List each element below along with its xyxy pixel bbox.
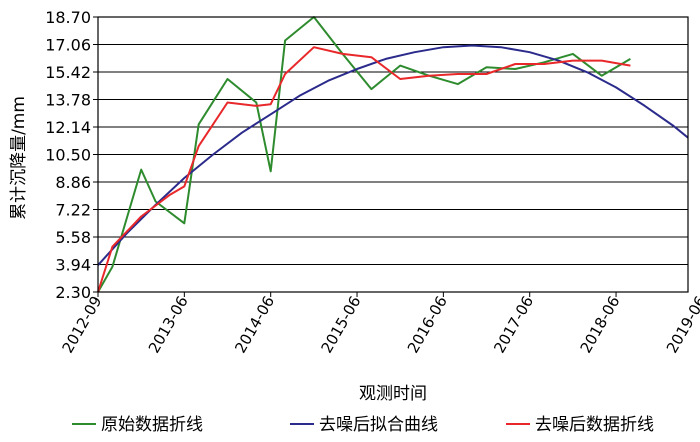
legend-label-3: 去噪后数据折线 bbox=[535, 415, 654, 435]
legend-label-1: 原始数据折线 bbox=[101, 415, 203, 435]
y-tick-label: 15.42 bbox=[45, 63, 91, 82]
grid-lines bbox=[98, 44, 688, 265]
x-axis-ticks: 2012-09 2013-06 2014-06 2015-06 2016-06 2017-… bbox=[59, 292, 700, 356]
x-tick-label: 2017-06 bbox=[490, 293, 537, 356]
y-axis-label: 累计沉降量/mm bbox=[9, 96, 29, 220]
y-tick-label: 17.06 bbox=[45, 36, 91, 55]
x-tick-label: 2019-06 bbox=[663, 293, 700, 356]
legend-label-2: 去噪后拟合曲线 bbox=[319, 415, 438, 435]
y-tick-label: 8.86 bbox=[55, 173, 91, 192]
series-line-1 bbox=[97, 16, 631, 293]
y-tick-label: 5.58 bbox=[55, 228, 91, 247]
series-line-3 bbox=[97, 46, 631, 293]
y-tick-label: 18.70 bbox=[45, 8, 91, 27]
series-lines bbox=[97, 16, 689, 293]
series-line-2 bbox=[97, 44, 689, 266]
y-tick-label: 7.22 bbox=[55, 201, 91, 220]
y-tick-label: 12.14 bbox=[45, 118, 91, 137]
y-tick-label: 13.78 bbox=[45, 91, 91, 110]
legend: 原始数据折线 去噪后拟合曲线 去噪后数据折线 bbox=[72, 415, 654, 435]
x-tick-label: 2014-06 bbox=[231, 293, 278, 356]
x-axis-label: 观测时间 bbox=[359, 384, 427, 404]
x-tick-label: 2018-06 bbox=[577, 293, 624, 356]
y-tick-label: 10.50 bbox=[45, 146, 91, 165]
x-tick-label: 2016-06 bbox=[404, 293, 451, 356]
y-tick-label: 2.30 bbox=[55, 283, 91, 302]
x-tick-label: 2012-09 bbox=[59, 293, 106, 356]
y-axis-ticks: 2.30 3.94 5.58 7.22 8.86 10.50 12.14 13.78 15.42… bbox=[45, 8, 98, 302]
y-tick-label: 3.94 bbox=[55, 256, 91, 275]
x-tick-label: 2015-06 bbox=[318, 293, 365, 356]
x-tick-label: 2013-06 bbox=[145, 293, 192, 356]
